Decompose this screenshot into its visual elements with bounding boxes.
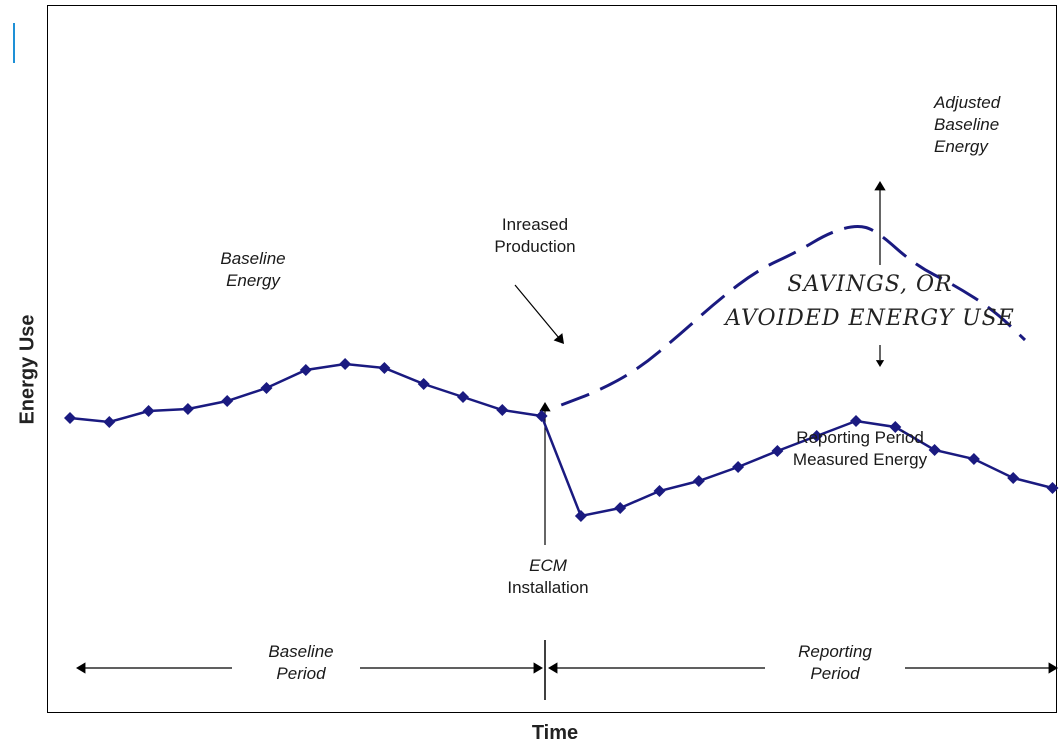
data-marker xyxy=(574,510,587,522)
data-marker xyxy=(181,403,194,415)
data-marker xyxy=(339,358,352,370)
y-axis-label: Energy Use xyxy=(16,314,39,425)
data-marker xyxy=(614,502,627,514)
reporting-measured-label: Reporting Period Measured Energy xyxy=(792,428,928,469)
baseline-energy-label: Baseline Energy xyxy=(220,249,286,290)
production-arrowhead xyxy=(553,333,564,344)
x-axis-label: Time xyxy=(531,722,579,744)
accent-bar xyxy=(13,23,15,63)
savings-arrowhead-up xyxy=(874,181,886,191)
adjusted-baseline-label: Adjusted Baseline Energy xyxy=(934,93,1001,156)
reporting-period-lefthead xyxy=(548,662,558,674)
savings-label: SAVINGS, OR AVOIDED ENERGY USE xyxy=(725,272,1015,331)
data-marker xyxy=(810,430,823,442)
data-marker xyxy=(64,412,76,424)
data-marker xyxy=(732,461,745,473)
savings-arrowhead-down xyxy=(875,360,885,367)
plot-frame xyxy=(47,5,1057,713)
data-marker xyxy=(771,445,784,457)
data-marker xyxy=(692,475,705,487)
energy-markers xyxy=(64,358,1059,522)
data-marker xyxy=(535,410,548,422)
data-marker xyxy=(889,421,902,433)
ecm-arrowhead xyxy=(539,402,551,412)
data-marker xyxy=(417,378,430,390)
data-marker xyxy=(299,364,312,376)
reporting-period-righthead xyxy=(1048,662,1058,674)
baseline-period-lefthead xyxy=(76,662,86,674)
data-marker xyxy=(221,395,234,407)
data-marker xyxy=(378,362,391,374)
data-marker xyxy=(260,382,273,394)
data-marker xyxy=(1007,472,1020,484)
increased-production-label: Inreased Production xyxy=(494,215,576,256)
ecm-installation-label: ECM Installation xyxy=(507,556,589,597)
reporting-period-label: Reporting Period xyxy=(798,642,872,683)
data-marker xyxy=(457,391,469,403)
data-marker xyxy=(967,453,980,465)
data-marker xyxy=(928,444,941,456)
data-marker xyxy=(142,405,155,417)
data-marker xyxy=(1046,482,1059,494)
data-marker xyxy=(103,416,116,428)
data-marker xyxy=(653,485,666,497)
production-arrow xyxy=(514,284,560,339)
annotation-arrows xyxy=(76,181,1058,700)
adjusted-baseline-line xyxy=(560,225,1027,407)
baseline-period-label: Baseline Period xyxy=(268,642,334,683)
baseline-period-righthead xyxy=(533,662,543,674)
energy-line xyxy=(69,362,1053,518)
data-marker xyxy=(850,415,862,427)
data-marker xyxy=(496,404,509,416)
